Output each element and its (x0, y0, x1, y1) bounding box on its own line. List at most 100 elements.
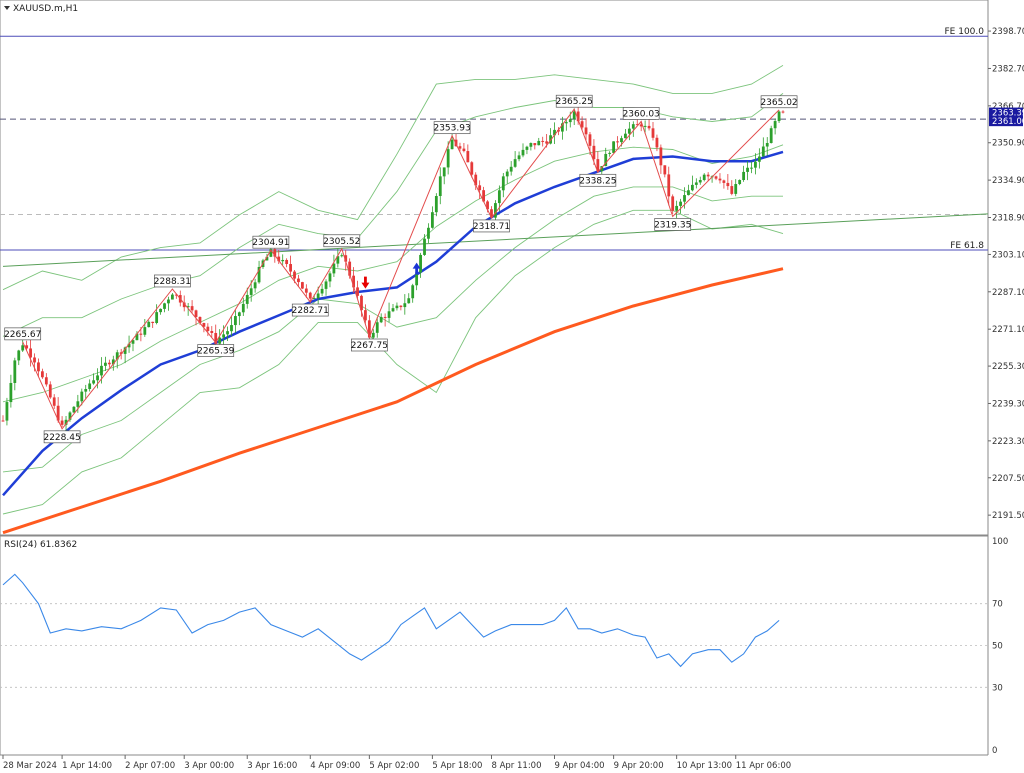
zigzag-label-box-8 (433, 121, 471, 135)
candle-body-96 (379, 316, 383, 323)
candle-body-137 (541, 140, 545, 142)
time-tick-label-0: 28 Mar 2024 (3, 761, 57, 771)
candle-body-56 (222, 334, 226, 338)
candle-body-23 (92, 380, 96, 384)
zigzag-label-5: 2282.71 (292, 303, 329, 317)
candle-body-83 (328, 273, 332, 282)
candle-body-162 (639, 124, 643, 127)
candle-body-111 (438, 176, 442, 197)
zigzag-label-text-0: 2265.67 (4, 330, 41, 340)
candle-body-34 (135, 333, 139, 341)
zigzag-label-box-13 (654, 218, 692, 231)
candle-body-119 (470, 162, 474, 175)
candle-body-24 (96, 375, 99, 381)
price-tick-label-0: 2398.70 (992, 27, 1024, 37)
candle-body-12 (48, 384, 52, 398)
candle-body-134 (529, 143, 533, 147)
candle-body-17 (68, 412, 72, 420)
sell-arrow-icon (361, 276, 370, 289)
candle-body-189 (746, 167, 749, 172)
candle-body-136 (537, 140, 541, 146)
rsi-tick-label-1: 70 (992, 600, 1003, 610)
zigzag-label-box-7 (351, 338, 388, 352)
candle-body-170 (671, 196, 675, 211)
zigzag-label-2: 2288.31 (154, 274, 191, 288)
price-tick-label-1: 2382.70 (992, 64, 1024, 74)
candle-body-101 (399, 305, 403, 308)
candle-body-38 (151, 321, 155, 323)
time-tick-label-12: 11 Apr 06:00 (736, 761, 791, 771)
candle-body-35 (139, 333, 143, 335)
zigzag-label-11: 2338.25 (579, 173, 617, 187)
zigzag-label-box-2 (154, 274, 191, 288)
candle-body-36 (143, 327, 147, 335)
zigzag-label-text-12: 2360.03 (623, 109, 660, 119)
zigzag-label-box-14 (760, 95, 798, 109)
price-tick-label-6: 2303.10 (992, 250, 1024, 260)
candle-body-52 (206, 326, 210, 332)
candle-body-191 (754, 161, 757, 168)
price-tick-label-11: 2223.30 (992, 437, 1024, 447)
candle-body-178 (702, 174, 706, 181)
candle-body-57 (226, 331, 229, 335)
rsi-panel (0, 535, 989, 756)
candle-body-175 (690, 184, 694, 191)
rsi-group: 100 70 50 30 0 (0, 537, 1008, 756)
trendline-group (2, 213, 989, 267)
candle-body-164 (647, 125, 651, 129)
horizontal-levels: FE 100.0 FE 61.8 (0, 27, 988, 251)
zigzag-label-6: 2305.52 (323, 234, 360, 248)
candle-body-11 (44, 377, 48, 385)
candle-body-100 (395, 305, 399, 309)
zigzag-group: 2265.67 2228.45 2288.31 2265.39 2304.91 2282.… (4, 94, 798, 444)
candle-body-93 (367, 320, 371, 338)
candle-body-19 (76, 401, 80, 407)
price-tick-label-3: 2350.90 (992, 139, 1024, 149)
candle-body-107 (423, 238, 426, 255)
candle-body-95 (375, 322, 379, 333)
zigzag-label-text-3: 2265.39 (197, 347, 234, 357)
candle-body-40 (159, 308, 162, 313)
zigzag-label-4: 2304.91 (252, 235, 289, 249)
price-tag-text-1: 2361.00 (992, 117, 1024, 127)
zigzag-label-text-11: 2338.25 (579, 176, 616, 186)
candle-body-67 (265, 256, 269, 261)
price-tag-box-0 (989, 107, 1023, 118)
candle-body-59 (234, 316, 237, 326)
level-label-1: FE 61.8 (950, 241, 984, 251)
candle-body-131 (517, 155, 521, 160)
dropdown-triangle-icon[interactable] (4, 6, 10, 10)
price-tag-text-0: 2363.39 (992, 109, 1024, 119)
candle-body-86 (340, 255, 344, 257)
time-tick-label-11: 10 Apr 13:00 (677, 761, 732, 771)
candle-body-186 (734, 184, 738, 194)
candle-body-148 (584, 127, 588, 135)
candle-body-26 (104, 362, 107, 366)
candle-body-124 (490, 209, 493, 218)
candle-body-109 (430, 212, 434, 228)
bb-outer-lower (2, 209, 784, 515)
candle-body-62 (245, 294, 249, 304)
candle-body-188 (742, 171, 746, 181)
time-tick-label-3: 3 Apr 00:00 (184, 761, 234, 771)
candle-body-147 (580, 121, 584, 128)
candle-body-72 (285, 259, 289, 265)
candle-body-84 (332, 263, 336, 274)
price-tick-label-10: 2239.30 (992, 399, 1024, 409)
zigzag-label-box-1 (43, 430, 81, 444)
zigzag-label-text-8: 2353.93 (433, 124, 470, 134)
candle-body-8 (33, 357, 36, 363)
candle-body-48 (190, 306, 194, 311)
candle-body-79 (312, 298, 316, 300)
zigzag-label-box-11 (579, 173, 617, 187)
candle-body-5 (21, 345, 25, 351)
candle-body-68 (269, 249, 273, 257)
candle-body-174 (687, 190, 690, 196)
candle-body-161 (635, 124, 639, 126)
zigzag-label-7: 2267.75 (351, 338, 388, 352)
zigzag-label-text-2: 2288.31 (154, 277, 191, 287)
candle-body-91 (360, 295, 363, 311)
candle-body-171 (675, 205, 679, 211)
candle-body-46 (182, 302, 186, 308)
